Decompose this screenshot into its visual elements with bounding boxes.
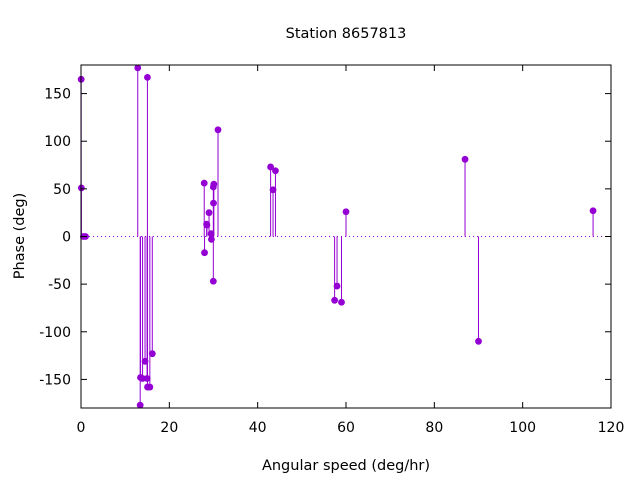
x-axis-label: Angular speed (deg/hr) <box>262 458 430 474</box>
chart-title: Station 8657813 <box>286 26 407 42</box>
data-point <box>461 155 469 163</box>
x-tick-label: 0 <box>77 420 86 436</box>
y-tick-label: 0 <box>62 230 71 246</box>
data-point <box>269 186 277 194</box>
y-tick-label: -100 <box>39 325 71 341</box>
data-point <box>134 64 142 72</box>
x-tick-label: 60 <box>337 420 355 436</box>
data-point <box>200 179 208 187</box>
x-tick-label: 20 <box>160 420 178 436</box>
data-point <box>136 401 144 409</box>
data-point <box>267 163 275 171</box>
data-point <box>205 209 213 217</box>
y-tick-label: -50 <box>48 277 71 293</box>
x-tick-label: 100 <box>509 420 536 436</box>
data-point <box>207 230 215 238</box>
y-tick-label: -150 <box>39 372 71 388</box>
data-point <box>148 350 156 358</box>
data-point <box>144 73 151 81</box>
x-tick-label: 120 <box>598 420 625 436</box>
data-point <box>338 298 345 306</box>
data-point <box>210 180 218 188</box>
data-point <box>214 126 222 134</box>
data-point <box>209 277 217 285</box>
y-axis-label: Phase (deg) <box>12 193 28 280</box>
x-tick-label: 40 <box>249 420 267 436</box>
data-point <box>201 249 208 257</box>
data-point <box>331 296 339 304</box>
data-point <box>342 208 350 216</box>
data-point <box>146 383 154 391</box>
y-tick-label: 100 <box>44 134 71 150</box>
data-point <box>333 282 341 290</box>
plot-area: 0 20 40 60 80 100 120 -150 -100 -50 0 50 100 150 <box>39 64 624 436</box>
data-point <box>475 337 482 345</box>
data-point <box>272 167 279 175</box>
y-tick-label: 50 <box>53 182 71 198</box>
y-tick-label: 150 <box>44 87 71 103</box>
data-point <box>589 207 597 215</box>
x-tick-label: 80 <box>425 420 443 436</box>
